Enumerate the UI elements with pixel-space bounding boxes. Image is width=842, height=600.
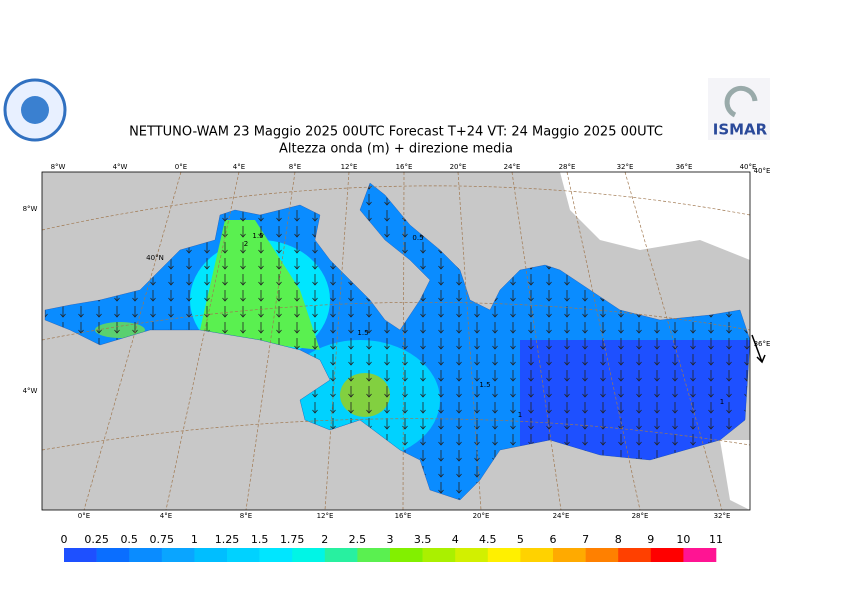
meridian [566,171,641,511]
subtitle: Altezza onda (m) + direzione media [279,142,513,157]
meridian [457,171,482,511]
colorbar-label: 9 [647,533,654,546]
colorbar-label: 2.5 [349,533,367,546]
top-lon-label: 32°E [617,163,634,171]
colorbar-swatch [618,548,652,562]
bottom-lon-label: 8°E [240,512,252,520]
contour-label: 1 [720,398,724,406]
bottom-lon-label: 12°E [317,512,334,520]
logo-text: ISMAR [713,121,768,139]
colorbar-label: 3 [387,533,394,546]
colorbar-swatch [292,548,326,562]
colorbar-label: 8 [615,533,622,546]
colorbar-swatch [650,548,684,562]
colorbar-label: 6 [550,533,557,546]
contour-label: 1 [518,411,522,419]
bottom-lon-label: 4°E [160,512,172,520]
top-lon-label: 0°E [175,163,187,171]
right-label: 36°E [754,340,771,348]
colorbar-swatch [422,548,456,562]
colorbar-label: 10 [676,533,690,546]
top-lon-label: 36°E [676,163,693,171]
logo-right: ISMAR [708,78,770,140]
meridian [324,171,350,511]
colorbar-swatch [520,548,554,562]
colorbar-swatch [161,548,195,562]
colorbar-label: 0 [61,533,68,546]
colorbar-label: 1.75 [280,533,305,546]
top-lon-label: 24°E [504,163,521,171]
colorbar-label: 11 [709,533,723,546]
ref-arrow [751,334,766,364]
left-label: 8°W [23,205,38,213]
colorbar-label: 4.5 [479,533,497,546]
bottom-lon-label: 0°E [78,512,90,520]
colorbar-swatch [357,548,391,562]
colorbar-label: 1 [191,533,198,546]
colorbar-swatch [487,548,521,562]
colorbar-swatch [64,548,97,562]
meridian [165,171,240,511]
red-sea [720,440,750,510]
left-label: 4°W [23,387,38,395]
contour-label: 1.5 [479,381,490,389]
colorbar-swatch [194,548,228,562]
contour-label: 2 [244,240,248,248]
top-lon-label: 12°E [341,163,358,171]
colorbar-label: 3.5 [414,533,432,546]
colorbar-swatch [129,548,163,562]
colorbar-label: 1.25 [215,533,240,546]
colorbar-swatch [324,548,358,562]
right-label: 40°E [754,167,771,175]
colorbar-label: 5 [517,533,524,546]
contour-label: 1.5 [252,232,263,240]
colorbar-swatch [455,548,489,562]
colorbar-label: 4 [452,533,459,546]
colorbar-swatch [683,548,717,562]
contour-label: 1.5 [357,329,368,337]
top-lon-label: 40°E [740,163,757,171]
colorbar-label: 7 [582,533,589,546]
colorbar-label: 0.25 [84,533,109,546]
bottom-lon-label: 20°E [473,512,490,520]
colorbar-label: 1.5 [251,533,269,546]
colorbar-label: 0.75 [150,533,175,546]
top-lon-label: 16°E [396,163,413,171]
colorbar-swatch [390,548,423,562]
bottom-lon-label: 28°E [632,512,649,520]
colorbar-label: 0.5 [120,533,138,546]
colorbar-swatch [96,548,130,562]
inner-label: 40°N [146,254,164,262]
frame [41,171,751,511]
bottom-lon-label: 24°E [553,512,570,520]
top-lon-label: 4°W [113,163,128,171]
top-lon-label: 8°W [51,163,66,171]
contour-label: 0.5 [412,234,423,242]
top-lon-label: 4°E [233,163,245,171]
colorbar-swatch [585,548,619,562]
top-lon-label: 20°E [450,163,467,171]
colorbar-swatch [227,548,260,562]
black-sea [560,172,750,260]
meridian [245,171,296,511]
meridian [511,171,562,511]
colorbar-swatch [553,548,586,562]
top-lon-label: 8°E [289,163,301,171]
colorbar-swatch [259,548,293,562]
bottom-lon-label: 16°E [395,512,412,520]
colorbar-label: 2 [321,533,328,546]
top-lon-label: 28°E [559,163,576,171]
meridian [83,171,182,511]
graticule [41,171,751,511]
meridian [402,171,405,511]
title: NETTUNO-WAM 23 Maggio 2025 00UTC Forecas… [129,125,663,140]
meridian [624,171,723,511]
bottom-lon-label: 32°E [714,512,731,520]
logo-left [3,78,67,142]
